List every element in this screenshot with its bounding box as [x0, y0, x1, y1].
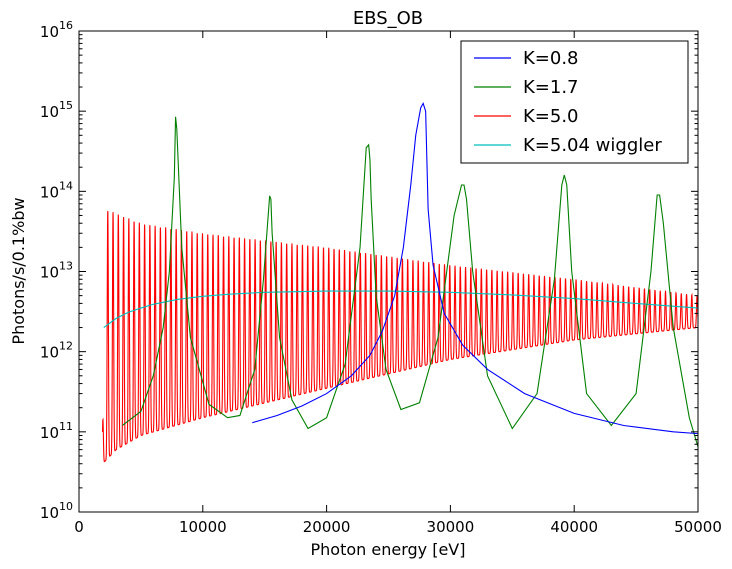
ticks-layer: 0 10000 20000 30000 40000 50000 1010 1011 1012 10… [40, 19, 722, 536]
x-tick-label: 20000 [303, 518, 351, 536]
x-tick-label: 50000 [674, 518, 722, 536]
y-tick-label: 1011 [40, 420, 73, 442]
y-tick-label: 1012 [40, 340, 73, 362]
series-layer [101, 102, 698, 463]
chart-title: EBS_OB [353, 8, 423, 29]
series-line-k-5-0 [101, 211, 698, 463]
y-tick-label: 1014 [40, 179, 73, 201]
legend-box [460, 40, 689, 164]
x-tick-label: 10000 [179, 518, 227, 536]
y-tick-label: 1015 [40, 99, 73, 121]
x-tick-label: 0 [74, 518, 84, 536]
y-tick-label: 1016 [40, 19, 73, 41]
series-line-k-0-8 [252, 102, 698, 435]
legend-label: K=1.7 [523, 77, 579, 98]
y-tick-label: 1013 [40, 260, 73, 282]
series-line-k-1-7 [121, 116, 698, 447]
y-tick-label: 1010 [40, 500, 73, 522]
legend-label: K=5.0 [523, 106, 579, 127]
legend-label: K=0.8 [523, 48, 579, 69]
series-line-k-5-04-wiggler [103, 290, 698, 328]
x-axis-label: Photon energy [eV] [311, 540, 466, 559]
x-tick-label: 30000 [427, 518, 475, 536]
x-tick-label: 40000 [550, 518, 598, 536]
y-axis-label: Photons/s/0.1%bw [9, 197, 28, 344]
legend-label: K=5.04 wiggler [523, 135, 662, 156]
legend: K=0.8 K=1.7 K=5.0 K=5.04 wiggler [460, 40, 689, 164]
